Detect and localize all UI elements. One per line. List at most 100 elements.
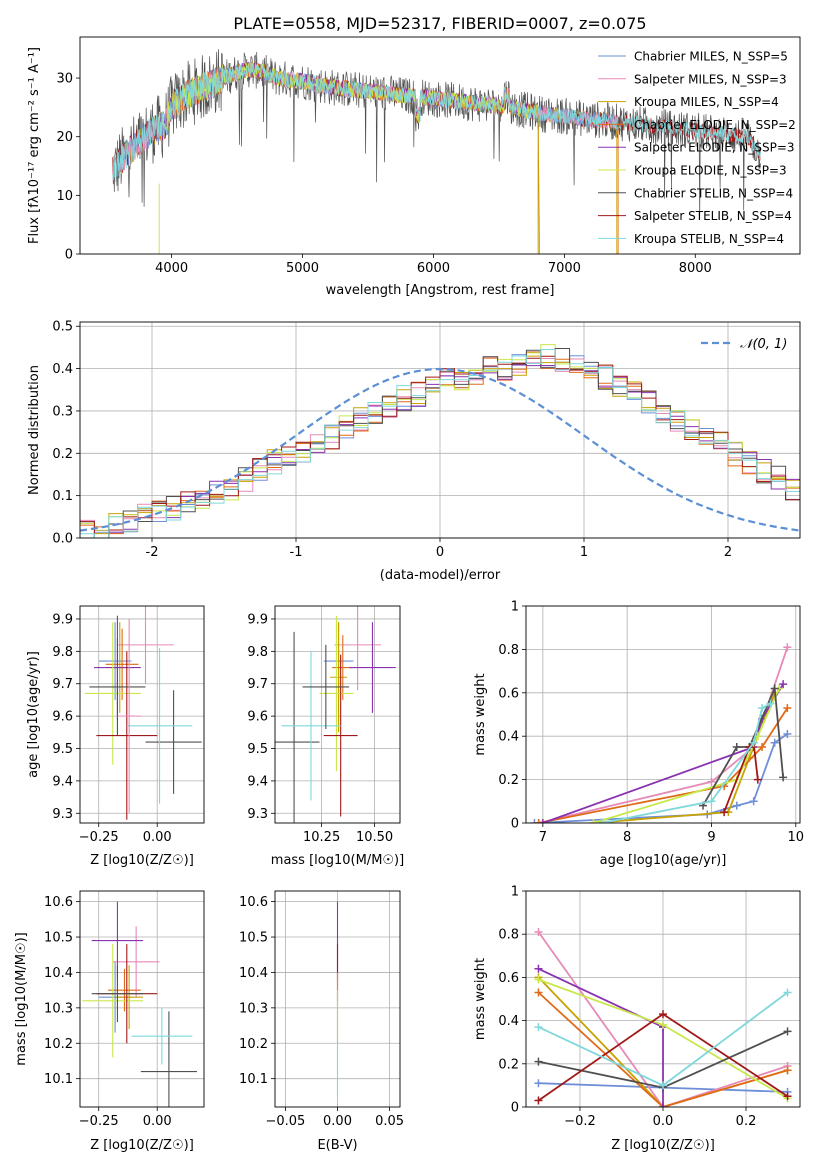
y-tick-label: 10.5 — [44, 931, 73, 946]
weight-marker — [659, 1081, 667, 1090]
x-tick-label: 5000 — [286, 261, 319, 276]
axes-frame — [79, 605, 205, 824]
weight-marker — [534, 988, 543, 997]
plot-area — [80, 344, 800, 538]
legend-entry: Kroupa ELODIE, N_SSP=3 — [634, 164, 787, 178]
x-tick-label: 0.0 — [653, 1114, 674, 1129]
weight-line — [537, 991, 788, 1107]
y-tick-label: 20 — [56, 130, 73, 145]
x-axis-label: Z [log10(Z/Z☉)] — [90, 1138, 194, 1153]
weight-marker — [779, 773, 788, 782]
y-tick-label: 9.3 — [247, 807, 268, 822]
panel-weight-vs-Z: −0.2 0.0 0.2 0 0.2 0.4 0.6 0.8 1 Z [log10(Z/Z☉)] m… — [473, 885, 801, 1153]
x-tick-label: 0 — [436, 545, 444, 560]
x-tick-label: 7 — [539, 830, 547, 845]
y-tick-label: 0.5 — [52, 320, 73, 335]
weight-marker — [659, 1010, 667, 1019]
y-tick-label: 10.6 — [239, 895, 268, 910]
y-axis-label: Normed distribution — [27, 365, 42, 495]
y-tick-label: 0.8 — [498, 928, 519, 943]
weight-marker — [783, 988, 792, 997]
legend: Chabrier MILES, N_SSP=5 Salpeter MILES, N… — [598, 50, 796, 246]
legend-entry: Chabrier MILES, N_SSP=5 — [634, 50, 788, 64]
weight-marker — [534, 928, 543, 937]
y-tick-label: 10.3 — [44, 1001, 73, 1016]
weight-marker — [766, 699, 775, 708]
x-tick-label: -1 — [290, 545, 303, 560]
axes-frame — [525, 605, 801, 824]
y-tick-label: 0.1 — [52, 489, 73, 504]
x-tick-label: 10 — [788, 830, 805, 845]
x-tick-label: 1 — [580, 545, 588, 560]
y-tick-label: 10.4 — [239, 966, 268, 981]
x-axis-label: Z [log10(Z/Z☉)] — [90, 853, 194, 868]
y-tick-label: 0.4 — [498, 1014, 519, 1029]
x-tick-label: 0.05 — [375, 1114, 404, 1129]
y-tick-label: 9.6 — [247, 710, 268, 725]
axes-frame — [274, 605, 401, 824]
legend-entry: Salpeter ELODIE, N_SSP=3 — [634, 141, 795, 155]
weight-line — [538, 707, 789, 823]
plot-area — [112, 49, 761, 254]
panel-weight-vs-age: 7 8 9 10 0 0.2 0.4 0.6 0.8 1 age [log10(age/yr)] ma… — [473, 600, 804, 869]
y-tick-label: 9.7 — [247, 677, 268, 692]
weight-marker — [534, 819, 543, 823]
gaussian-curve — [80, 367, 800, 532]
y-tick-label: 9.4 — [52, 774, 73, 789]
panel-residuals: -2 -1 0 1 2 0.0 0.1 0.2 0.3 0.4 0.5 (data-model)/er… — [27, 320, 801, 583]
y-tick-label: 0.4 — [52, 362, 73, 377]
legend-entry: Chabrier ELODIE, N_SSP=2 — [634, 118, 796, 132]
y-tick-label: 10.3 — [239, 1001, 268, 1016]
y-axis-label: mass weight — [473, 673, 488, 755]
weight-marker — [534, 1057, 543, 1066]
y-tick-label: 9.3 — [52, 807, 73, 822]
x-tick-label: 6000 — [417, 261, 450, 276]
y-tick-label: 9.6 — [52, 710, 73, 725]
y-tick-label: 0.2 — [498, 773, 519, 788]
weight-marker — [534, 1096, 543, 1105]
y-tick-label: 1 — [511, 600, 519, 615]
y-tick-label: 10.5 — [239, 931, 268, 946]
weight-marker — [659, 1020, 667, 1029]
plot-area — [530, 643, 792, 823]
y-axis-label: age [log10(age/yr)] — [26, 651, 41, 778]
x-axis-label: (data-model)/error — [380, 568, 501, 583]
weight-marker — [783, 643, 792, 652]
weight-line — [537, 931, 788, 1107]
y-tick-label: 9.7 — [52, 677, 73, 692]
legend-entry: Kroupa MILES, N_SSP=4 — [634, 95, 779, 109]
panel-mass-vs-EBV: −0.05 0.00 0.05 10.1 10.2 10.3 10.4 10.5 10.6 E(B… — [239, 890, 404, 1153]
weight-marker — [707, 797, 716, 806]
weight-marker — [753, 775, 762, 784]
weight-marker — [589, 819, 598, 823]
weight-marker — [720, 808, 729, 817]
y-tick-label: 0.0 — [52, 532, 73, 547]
y-tick-label: 10.2 — [239, 1037, 268, 1052]
weight-marker — [783, 703, 792, 712]
y-tick-label: 10.6 — [44, 895, 73, 910]
x-tick-label: −0.05 — [265, 1114, 305, 1129]
weight-marker — [659, 1103, 667, 1107]
legend: 𝒩(0, 1) — [701, 337, 787, 352]
weight-marker — [732, 743, 741, 752]
axes-frame — [79, 36, 801, 255]
histogram-kroupa-stelib — [80, 349, 800, 538]
x-axis-label: wavelength [Angstrom, rest frame] — [326, 283, 555, 298]
x-tick-label: −0.25 — [79, 830, 119, 845]
x-axis-label: age [log10(age/yr)] — [600, 853, 727, 868]
y-tick-label: 10.2 — [44, 1037, 73, 1052]
x-tick-label: 0.00 — [323, 1114, 352, 1129]
weight-marker — [538, 819, 547, 823]
y-tick-label: 0.3 — [52, 404, 73, 419]
y-tick-label: 0 — [511, 817, 519, 832]
y-axis-label: mass [log10(M/M☉)] — [14, 932, 29, 1065]
legend-entry: Salpeter STELIB, N_SSP=4 — [634, 209, 792, 223]
y-tick-label: 10.1 — [44, 1072, 73, 1087]
plot-area — [275, 606, 396, 823]
weight-marker — [783, 1027, 792, 1036]
y-tick-label: 10 — [56, 189, 73, 204]
axes-frame — [79, 890, 205, 1108]
y-tick-label: 0.4 — [498, 730, 519, 745]
legend-entry: Chabrier STELIB, N_SSP=4 — [634, 186, 793, 200]
